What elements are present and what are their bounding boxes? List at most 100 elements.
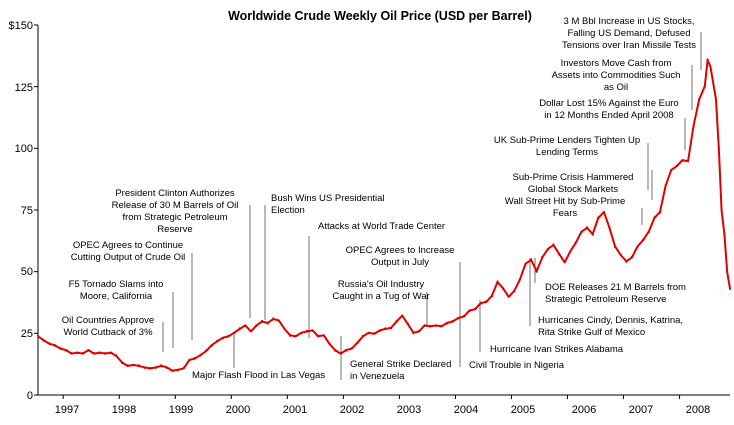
price-point (143, 366, 146, 369)
annotation-label: OPEC Agrees to Continue (73, 240, 183, 251)
axes (34, 24, 730, 399)
x-tick-label: 2000 (226, 404, 250, 416)
price-point (468, 310, 471, 313)
price-point (692, 125, 695, 128)
price-point (580, 231, 583, 234)
price-point (602, 211, 606, 214)
price-point (524, 263, 527, 266)
price-point (619, 253, 622, 256)
price-point (272, 317, 275, 320)
x-tick-label: 2007 (629, 404, 653, 416)
price-point (670, 169, 673, 172)
price-point (149, 366, 152, 369)
price-point (597, 216, 600, 219)
y-tick-label: 125 (15, 82, 33, 94)
price-point (552, 243, 555, 246)
price-point (502, 287, 505, 290)
price-point (356, 342, 359, 345)
price-point (76, 352, 79, 355)
y-tick-label: 75 (21, 205, 33, 217)
x-tick-labels: 1997 1998 1999 2000 2001 2002 2003 2004 … (55, 404, 710, 416)
price-point (328, 342, 331, 345)
price-point (496, 280, 499, 283)
price-point (205, 349, 208, 352)
annotation-label: Reserve (157, 224, 192, 235)
annotation-label: Falling US Demand, Defused (567, 28, 690, 39)
y-tick-label: 50 (21, 266, 33, 278)
annotation-label: DOE Releases 21 M Barrels from (545, 282, 686, 293)
annotation-label: Moore, California (80, 291, 153, 302)
annotation-label: World Cutback of 3% (63, 327, 153, 338)
annotation-label: OPEC Agrees to Increase (346, 245, 455, 256)
annotation-label: President Clinton Authorizes (115, 188, 235, 199)
price-point (647, 231, 650, 234)
price-point (642, 238, 645, 241)
price-point (193, 356, 196, 360)
annotation-label: Investors Move Cash from (561, 58, 672, 69)
annotation-label: in Venezuela (350, 371, 405, 382)
price-point (518, 278, 522, 281)
x-tick-label: 2005 (511, 404, 535, 416)
price-point (221, 337, 224, 340)
price-point (317, 334, 320, 337)
price-point (608, 226, 611, 229)
price-point (361, 334, 365, 337)
price-point (490, 295, 493, 298)
annotation-label: Cutting Output of Crude Oil (71, 252, 186, 263)
x-tick-label: 2003 (397, 404, 421, 416)
price-point (188, 359, 191, 362)
price-point (120, 361, 124, 364)
price-point (664, 184, 667, 187)
price-point (717, 147, 720, 150)
price-point (126, 364, 129, 367)
annotation-label: Strategic Petroleum Reserve (545, 294, 666, 305)
price-point (614, 245, 617, 249)
price-point (698, 97, 701, 101)
annotation-label: UK Sub-Prime Lenders Tighten Up (494, 135, 640, 146)
annotation-label: Assets into Commodities Such (552, 70, 681, 81)
price-point (132, 364, 135, 367)
price-point (681, 159, 684, 162)
price-point (451, 319, 454, 323)
x-tick-label: 2008 (686, 404, 710, 416)
annotation-label: Caught in a Tug of War (332, 291, 429, 302)
annotation-leader-lines (162, 32, 702, 380)
price-line (37, 59, 731, 372)
annotation-label: Wall Street Hit by Sub-Prime (505, 196, 626, 207)
price-point (42, 339, 45, 342)
price-point (98, 352, 101, 355)
price-point (569, 250, 572, 253)
price-point (507, 295, 510, 298)
price-point (686, 159, 690, 162)
price-point (182, 366, 185, 369)
price-point (474, 307, 477, 310)
price-point (294, 334, 297, 337)
x-tick-label: 1997 (55, 404, 79, 416)
y-tick-label: 0 (27, 390, 33, 402)
price-point (709, 65, 712, 68)
price-point (728, 287, 732, 290)
annotation-label: Civil Trouble in Nigeria (469, 360, 565, 371)
price-point (283, 327, 286, 330)
price-point (160, 364, 163, 367)
price-point (546, 248, 550, 251)
annotation-label: Russia's Oil Industry (338, 279, 425, 290)
x-tick-label: 2001 (283, 404, 307, 416)
annotation-label: Dollar Lost 15% Against the Euro (539, 98, 678, 109)
y-tick-label: 25 (21, 328, 33, 340)
price-point (238, 327, 241, 330)
price-point (81, 352, 84, 355)
y-tick-labels: 0 25 50 75 100 125 $150 (9, 20, 33, 402)
price-point (233, 332, 236, 335)
price-point (378, 329, 381, 332)
annotation-label: Attacks at World Trade Center (318, 221, 445, 232)
price-point (261, 319, 264, 323)
price-point (165, 366, 168, 369)
price-point (244, 324, 247, 327)
price-point (636, 245, 639, 249)
price-point (36, 334, 40, 337)
annotation-label: 3 M Bbl Increase in US Stocks, (564, 16, 695, 27)
annotation-label: F5 Tornado Slams into (69, 279, 164, 290)
annotation-label: Hurricanes Cindy, Dennis, Katrina, (538, 315, 683, 326)
